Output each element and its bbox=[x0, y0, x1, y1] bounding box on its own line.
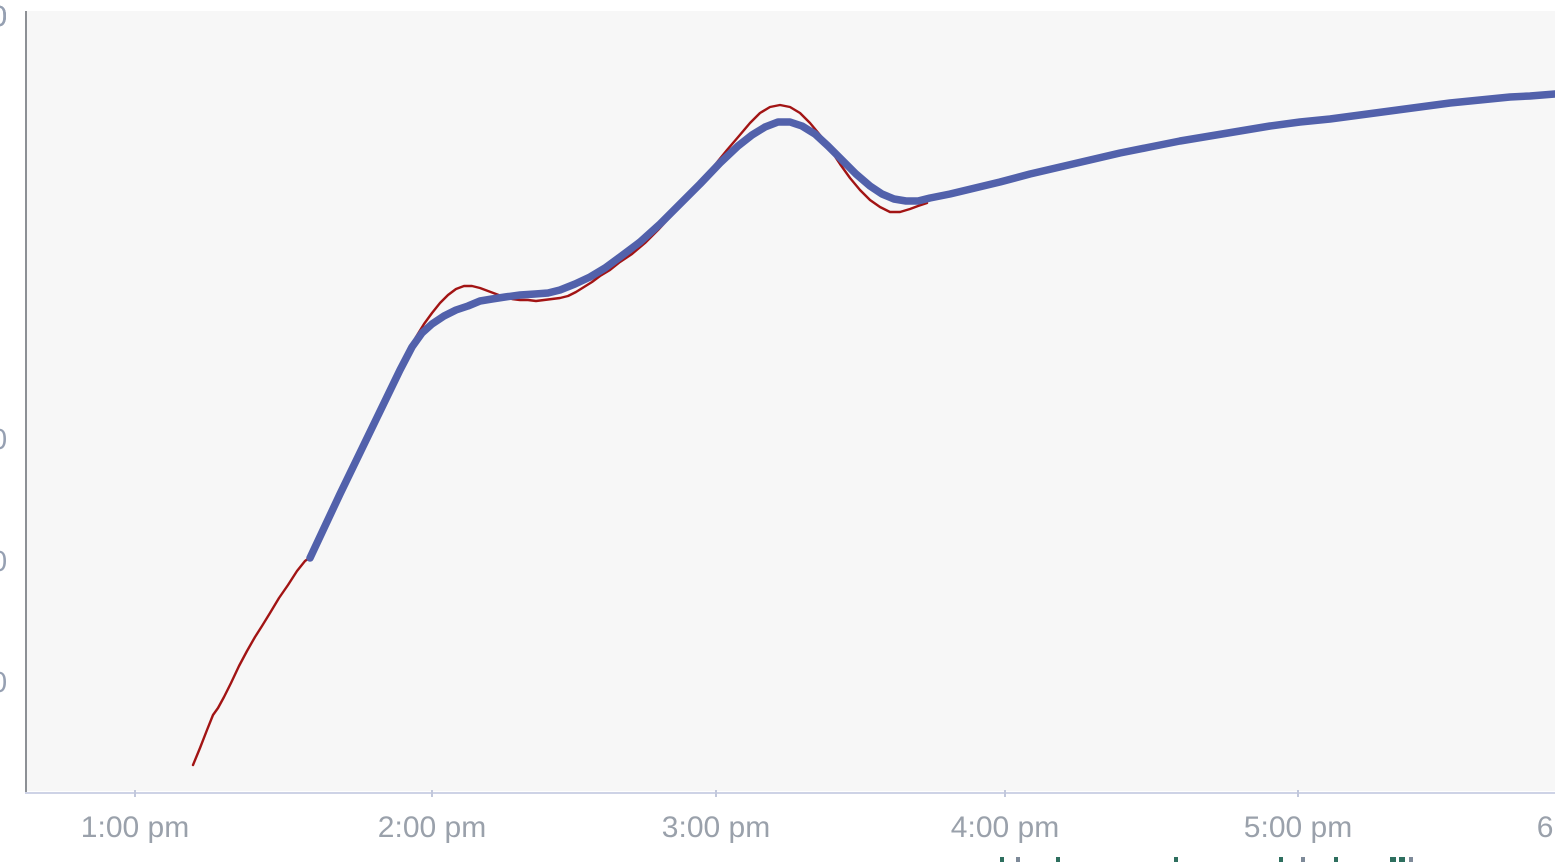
clipped-text-fragment bbox=[1399, 857, 1405, 862]
clipped-text-fragment bbox=[1409, 857, 1413, 862]
clipped-text-fragment bbox=[1390, 857, 1396, 862]
x-axis-label-6pm: 6:00 pm bbox=[1536, 811, 1555, 844]
y-axis-label: 0 bbox=[0, 0, 17, 34]
clipped-text-fragment bbox=[1000, 857, 1004, 862]
clipped-text-fragment bbox=[1016, 857, 1020, 862]
y-axis-label: 0 bbox=[0, 423, 17, 457]
x-axis-label-1pm: 1:00 pm bbox=[80, 811, 190, 844]
clipped-text-fragment bbox=[1174, 857, 1178, 862]
x-axis-label-4pm: 4:00 pm bbox=[950, 811, 1060, 844]
y-axis-label: 0 bbox=[0, 0, 17, 34]
y-axis-label: 0 bbox=[0, 545, 17, 579]
y-axis-label: 0 bbox=[0, 666, 17, 700]
y-axis-line bbox=[25, 11, 27, 792]
x-axis-label-3pm: 3:00 pm bbox=[661, 811, 771, 844]
blue-thick-line bbox=[306, 90, 1555, 562]
clipped-text-fragment bbox=[1301, 857, 1305, 862]
red-thin-line bbox=[191, 103, 929, 767]
clipped-text-fragment bbox=[1334, 857, 1338, 862]
clipped-text-fragment bbox=[1279, 857, 1283, 862]
x-axis-label-2pm: 2:00 pm bbox=[377, 811, 487, 844]
y-axis-label: 0 bbox=[0, 0, 17, 34]
x-axis-line bbox=[25, 792, 1555, 794]
x-axis-label-5pm: 5:00 pm bbox=[1243, 811, 1353, 844]
plot-area bbox=[27, 11, 1555, 791]
clipped-text-fragment bbox=[1056, 857, 1060, 862]
